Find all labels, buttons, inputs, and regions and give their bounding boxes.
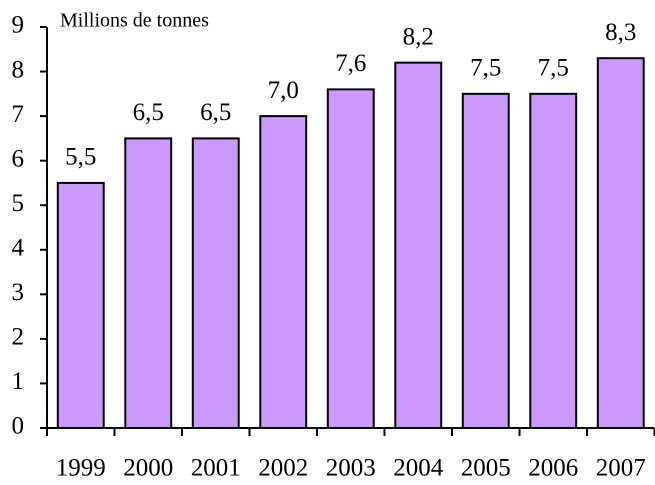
value-label: 7,5 <box>538 55 569 82</box>
y-tick-label: 8 <box>12 56 25 83</box>
bar <box>259 115 308 429</box>
y-tick-label: 4 <box>12 235 25 262</box>
bar <box>529 92 578 429</box>
value-label: 7,6 <box>335 50 366 77</box>
bar <box>461 92 510 429</box>
x-tick-label: 2003 <box>326 455 376 482</box>
x-tick-label: 2002 <box>258 455 308 482</box>
y-tick-label: 1 <box>12 368 25 395</box>
value-label: 7,5 <box>470 55 501 82</box>
value-label: 8,3 <box>605 19 636 46</box>
x-tick-label: 2006 <box>528 455 578 482</box>
y-tick-label: 7 <box>12 101 25 128</box>
y-tick-label: 6 <box>12 145 25 172</box>
y-tick-label: 3 <box>12 279 25 306</box>
y-axis-label: Millions de tonnes <box>60 10 209 32</box>
y-tick-label: 5 <box>12 190 25 217</box>
bar <box>191 137 240 429</box>
value-label: 7,0 <box>268 77 299 104</box>
bar <box>56 181 105 429</box>
bar <box>326 88 375 429</box>
x-tick-label: 1999 <box>56 455 106 482</box>
y-tick-label: 2 <box>12 324 25 351</box>
x-tick-label: 2000 <box>123 455 173 482</box>
y-tick-label: 0 <box>12 413 25 440</box>
y-tick-label: 9 <box>12 12 25 39</box>
x-tick-label: 2005 <box>461 455 511 482</box>
value-label: 5,5 <box>65 144 96 171</box>
x-tick-label: 2004 <box>393 455 444 482</box>
x-tick-label: 2001 <box>191 455 241 482</box>
value-label: 8,2 <box>403 23 434 50</box>
value-label: 6,5 <box>200 99 231 126</box>
x-tick-label: 2007 <box>596 455 646 482</box>
bar <box>596 57 645 429</box>
bar <box>394 61 443 430</box>
bar <box>124 137 173 429</box>
value-label: 6,5 <box>133 99 164 126</box>
